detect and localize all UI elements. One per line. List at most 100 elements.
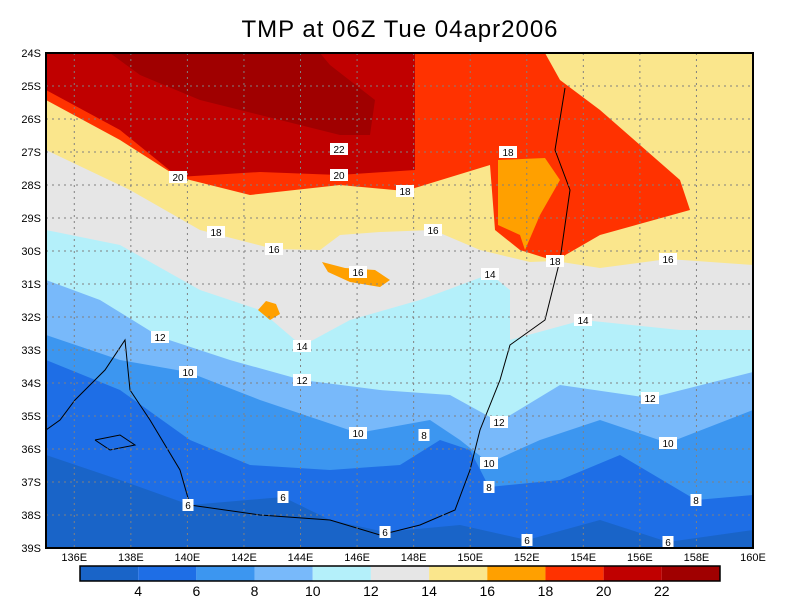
svg-text:8: 8 [421, 431, 427, 442]
colorbar-label: 20 [596, 583, 612, 599]
lon-tick-label: 150E [457, 552, 483, 564]
lon-tick-label: 152E [514, 552, 540, 564]
colorbar-swatch [545, 566, 604, 581]
svg-text:14: 14 [484, 270, 496, 281]
svg-text:10: 10 [182, 368, 194, 379]
svg-text:6: 6 [185, 501, 191, 512]
contour-label: 16 [349, 266, 367, 279]
svg-text:18: 18 [502, 148, 514, 159]
contour-label: 8 [690, 494, 702, 507]
lat-tick-label: 31S [21, 279, 41, 291]
contour-label: 18 [207, 226, 225, 239]
colorbar-label: 22 [654, 583, 670, 599]
band-gt22 [110, 53, 375, 135]
contour-label: 22 [330, 143, 348, 156]
contour-label: 12 [151, 331, 169, 344]
svg-text:14: 14 [296, 342, 308, 353]
colorbar-label: 4 [134, 583, 142, 599]
svg-text:12: 12 [154, 333, 166, 344]
svg-text:12: 12 [644, 394, 656, 405]
lat-tick-label: 38S [21, 510, 41, 522]
contour-label: 10 [659, 437, 677, 450]
colorbar-swatch [603, 566, 662, 581]
svg-text:20: 20 [333, 171, 345, 182]
contour-label: 10 [179, 366, 197, 379]
lon-tick-label: 144E [288, 552, 314, 564]
lat-tick-label: 39S [21, 543, 41, 555]
colorbar-label: 14 [421, 583, 437, 599]
band-gt14-patch [258, 301, 280, 320]
lat-tick-label: 25S [21, 81, 41, 93]
colorbar-swatch [138, 566, 197, 581]
contour-label: 10 [349, 427, 367, 440]
colorbar-swatch [429, 566, 488, 581]
contour-label: 16 [424, 224, 442, 237]
colorbar-swatch [487, 566, 546, 581]
contour-label: 12 [293, 374, 311, 387]
lon-tick-label: 140E [175, 552, 201, 564]
lon-tick-label: 156E [627, 552, 653, 564]
svg-text:16: 16 [427, 226, 439, 237]
colorbar-swatch [196, 566, 255, 581]
lat-tick-label: 36S [21, 444, 41, 456]
colorbar: 4 6 8 10 12 14 16 18 20 22 [79, 565, 721, 599]
contour-fills [46, 53, 753, 548]
colorbar-frame [79, 565, 721, 582]
svg-text:12: 12 [493, 418, 505, 429]
lon-tick-label: 148E [401, 552, 427, 564]
svg-text:18: 18 [399, 187, 411, 198]
lat-tick-label: 26S [21, 114, 41, 126]
contour-label: 6 [379, 526, 391, 539]
grid-lines [46, 53, 753, 548]
svg-text:8: 8 [486, 483, 492, 494]
svg-text:10: 10 [483, 459, 495, 470]
contour-label: 8 [483, 481, 495, 494]
contour-label: 6 [277, 491, 289, 504]
colorbar-label: 16 [479, 583, 495, 599]
svg-text:16: 16 [268, 245, 280, 256]
contour-label: 20 [330, 169, 348, 182]
contour-label: 6 [521, 534, 533, 547]
lat-axis: 24S 25S 26S 27S 28S 29S 30S 31S 32S 33S 34S 35S 36S 3… [21, 48, 41, 555]
lon-tick-label: 142E [231, 552, 257, 564]
lon-tick-label: 146E [344, 552, 370, 564]
map-title: TMP at 06Z Tue 04apr2006 [241, 16, 559, 43]
contour-label: 18 [499, 146, 517, 159]
contour-label: 12 [641, 392, 659, 405]
contour-label: 16 [659, 253, 677, 266]
lat-tick-label: 29S [21, 213, 41, 225]
colorbar-swatch [254, 566, 313, 581]
svg-text:6: 6 [280, 493, 286, 504]
colorbar-label: 8 [251, 583, 259, 599]
colorbar-label: 6 [192, 583, 200, 599]
svg-text:8: 8 [693, 496, 699, 507]
svg-text:6: 6 [665, 538, 671, 549]
lon-tick-label: 136E [61, 552, 87, 564]
contour-labels: 22 20 20 18 18 18 18 16 16 16 16 14 14 14 12 12 12 12 10 10… [151, 143, 702, 549]
svg-text:16: 16 [662, 255, 674, 266]
svg-text:14: 14 [577, 316, 589, 327]
svg-text:6: 6 [524, 536, 530, 547]
contour-label: 20 [169, 171, 187, 184]
colorbar-label: 10 [305, 583, 321, 599]
svg-text:18: 18 [549, 257, 561, 268]
lat-tick-label: 27S [21, 147, 41, 159]
lon-tick-label: 158E [684, 552, 710, 564]
contour-label: 10 [480, 457, 498, 470]
lon-tick-label: 160E [740, 552, 766, 564]
svg-text:18: 18 [210, 228, 222, 239]
contour-label: 14 [293, 340, 311, 353]
colorbar-label: 12 [363, 583, 379, 599]
svg-text:12: 12 [296, 376, 308, 387]
plot-frame [45, 52, 754, 549]
lon-tick-label: 154E [570, 552, 596, 564]
colorbar-swatch [312, 566, 371, 581]
colorbar-swatch [80, 566, 139, 581]
band-gt16-inner [498, 158, 560, 250]
lat-tick-label: 24S [21, 48, 41, 60]
lat-tick-label: 33S [21, 345, 41, 357]
lon-axis: 136E 138E 140E 142E 144E 146E 148E 150E 152E 154E… [61, 552, 765, 564]
lat-tick-label: 30S [21, 246, 41, 258]
colorbar-swatch [370, 566, 430, 581]
